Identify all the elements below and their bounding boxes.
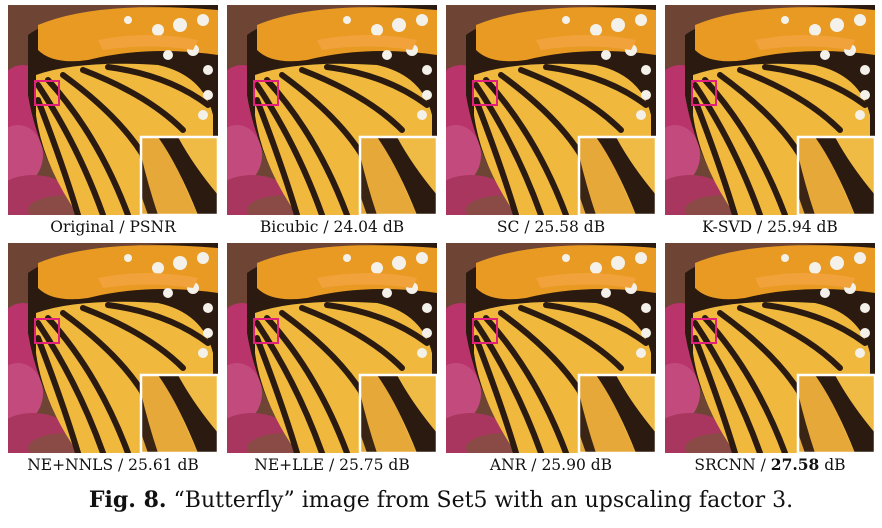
caption-separator: / <box>113 456 129 474</box>
caption-separator: / <box>755 456 771 474</box>
psnr-value: 25.75 dB <box>339 456 410 474</box>
psnr-value: 25.61 dB <box>128 456 199 474</box>
method-label: SRCNN <box>694 456 756 474</box>
butterfly-image <box>227 243 437 453</box>
butterfly-image <box>446 5 656 215</box>
panel-caption: Original / PSNR <box>0 217 238 237</box>
psnr-value: 25.90 dB <box>541 456 613 474</box>
panel-caption: NE+LLE / 25.75 dB <box>207 455 457 475</box>
panel-caption: Bicubic / 24.04 dB <box>207 217 457 237</box>
panel-bicubic: Bicubic / 24.04 dB <box>227 5 437 236</box>
figure-grid: Original / PSNR Bicubic / 24.04 dB SC / … <box>8 5 875 475</box>
psnr-value: 25.58 dB <box>534 218 606 236</box>
butterfly-image <box>8 5 218 215</box>
method-label: NE+LLE <box>254 456 325 474</box>
panel-caption: NE+NNLS / 25.61 dB <box>0 455 238 475</box>
method-label: SC <box>496 218 520 236</box>
panel-caption: ANR / 25.90 dB <box>426 455 676 475</box>
caption-separator: / <box>752 218 768 236</box>
method-label: K-SVD <box>702 218 753 236</box>
panel-caption: K-SVD / 25.94 dB <box>645 217 882 237</box>
panel-ksvd: K-SVD / 25.94 dB <box>665 5 875 236</box>
method-label: ANR <box>489 456 527 474</box>
panel-original: Original / PSNR <box>8 5 218 236</box>
caption-separator: / <box>519 218 535 236</box>
psnr-value-best: 27.58 <box>770 455 820 474</box>
panel-caption: SRCNN / 27.58 dB <box>645 455 882 475</box>
method-label: Original <box>50 218 115 236</box>
caption-separator: / <box>114 218 130 236</box>
figure-text: “Butterfly” image from Set5 with an upsc… <box>173 488 794 513</box>
butterfly-image <box>665 5 875 215</box>
method-label: Bicubic <box>259 218 319 236</box>
butterfly-image <box>446 243 656 453</box>
figure-caption: Fig. 8. “Butterfly” image from Set5 with… <box>0 486 882 515</box>
caption-separator: / <box>318 218 334 236</box>
psnr-value: PSNR <box>129 218 176 236</box>
caption-separator: / <box>324 456 340 474</box>
caption-separator: / <box>526 456 542 474</box>
panel-caption: SC / 25.58 dB <box>426 217 676 237</box>
method-label: NE+NNLS <box>27 456 114 474</box>
panel-sc: SC / 25.58 dB <box>446 5 656 236</box>
psnr-value: 24.04 dB <box>333 218 405 236</box>
panel-ne-lle: NE+LLE / 25.75 dB <box>227 243 437 474</box>
butterfly-image <box>227 5 437 215</box>
panel-ne-nnls: NE+NNLS / 25.61 dB <box>8 243 218 474</box>
butterfly-image <box>8 243 218 453</box>
psnr-value: 25.94 dB <box>767 218 838 236</box>
figure-label: Fig. 8. <box>88 487 167 513</box>
psnr-unit: dB <box>819 456 846 474</box>
panel-anr: ANR / 25.90 dB <box>446 243 656 474</box>
panel-srcnn: SRCNN / 27.58 dB <box>665 243 875 474</box>
butterfly-image <box>665 243 875 453</box>
